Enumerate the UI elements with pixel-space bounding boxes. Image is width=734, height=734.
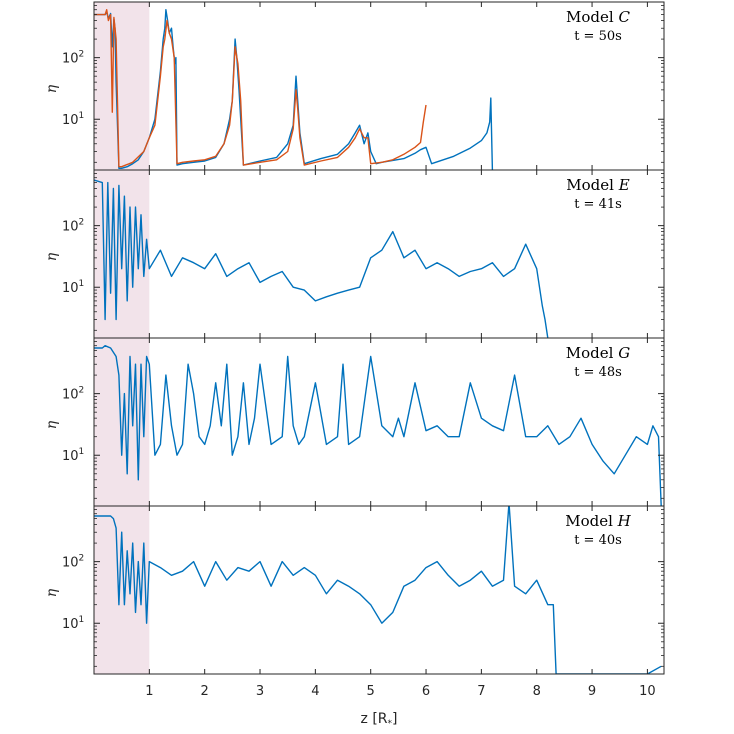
y-tick-label: 101 bbox=[62, 279, 84, 296]
y-tick-label: 101 bbox=[62, 447, 84, 464]
y-axis-label: η bbox=[44, 252, 60, 261]
x-tick-label: 7 bbox=[477, 684, 485, 699]
x-tick-label: 3 bbox=[256, 684, 264, 699]
x-axis-label: z [R*] bbox=[361, 711, 398, 729]
y-tick-label: 102 bbox=[62, 554, 84, 571]
shaded-region bbox=[94, 2, 150, 170]
axes-box bbox=[93, 169, 665, 339]
y-axis-label: η bbox=[44, 84, 60, 93]
x-tick-label: 5 bbox=[367, 684, 375, 699]
axes-box bbox=[93, 1, 665, 171]
series-line-orange bbox=[94, 9, 427, 168]
axes-box bbox=[93, 505, 665, 675]
y-tick-label: 102 bbox=[62, 50, 84, 67]
panel-e: 101 102 η Model E t = 41s bbox=[44, 169, 665, 339]
x-tick-label: 6 bbox=[422, 684, 430, 699]
series-line-blue bbox=[94, 345, 662, 506]
y-axis-label: η bbox=[44, 588, 60, 597]
y-tick-label: 102 bbox=[62, 218, 84, 235]
model-label: Model C bbox=[566, 8, 630, 26]
time-label: t = 48s bbox=[574, 365, 622, 380]
model-label: Model G bbox=[566, 344, 630, 362]
x-axis-tick-labels: 1 2 3 4 5 6 7 8 9 10 bbox=[145, 684, 655, 699]
series-line-blue bbox=[94, 506, 662, 674]
panel-c: 101 102 η Model C t = 50s bbox=[44, 1, 665, 171]
y-axis-label: η bbox=[44, 420, 60, 429]
x-tick-label: 4 bbox=[311, 684, 319, 699]
model-label: Model H bbox=[565, 512, 631, 530]
x-tick-label: 9 bbox=[588, 684, 596, 699]
series-line-blue bbox=[94, 9, 494, 170]
x-tick-label: 8 bbox=[533, 684, 541, 699]
y-tick-label: 102 bbox=[62, 386, 84, 403]
panel-h: 101 102 η Model H t = 40s bbox=[44, 505, 665, 675]
model-label: Model E bbox=[566, 176, 629, 194]
x-tick-label: 10 bbox=[639, 684, 656, 699]
x-tick-label: 2 bbox=[201, 684, 209, 699]
y-tick-label: 101 bbox=[62, 111, 84, 128]
shaded-region bbox=[94, 338, 150, 506]
time-label: t = 41s bbox=[574, 197, 622, 212]
y-tick-label: 101 bbox=[62, 615, 84, 632]
series-line-blue bbox=[94, 179, 549, 338]
panel-g: 101 102 η Model G t = 48s bbox=[44, 337, 665, 507]
x-tick-label: 1 bbox=[145, 684, 153, 699]
time-label: t = 50s bbox=[574, 29, 622, 44]
time-label: t = 40s bbox=[574, 533, 622, 548]
